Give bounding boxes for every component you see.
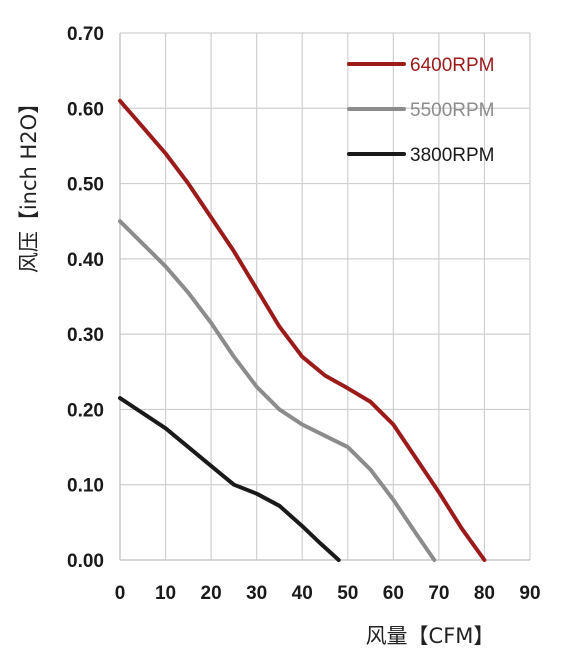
x-axis-title: 风量【CFM】 bbox=[366, 624, 495, 648]
y-tick-label: 0.70 bbox=[67, 24, 104, 45]
series-line-5500rpm bbox=[118, 219, 437, 562]
legend-label-6400rpm: 6400RPM bbox=[410, 55, 495, 76]
x-tick-label: 0 bbox=[115, 583, 126, 604]
y-axis-title: 风压【inch H2O】 bbox=[17, 93, 41, 273]
legend-label-5500rpm: 5500RPM bbox=[410, 100, 495, 121]
y-tick-label: 0.10 bbox=[67, 476, 104, 497]
plot-series bbox=[118, 98, 487, 562]
x-tick-label: 20 bbox=[201, 583, 222, 604]
y-tick-label: 0.40 bbox=[67, 250, 104, 271]
series-line-3800rpm bbox=[118, 396, 341, 562]
y-tick-label: 0.30 bbox=[67, 325, 104, 346]
y-tick-label: 0.20 bbox=[67, 400, 104, 421]
y-tick-label: 0.60 bbox=[67, 99, 104, 120]
legend: 6400RPM 5500RPM 3800RPM bbox=[347, 55, 495, 166]
x-tick-label: 60 bbox=[383, 583, 404, 604]
legend-label-3800rpm: 3800RPM bbox=[410, 145, 495, 166]
y-tick-label: 0.00 bbox=[67, 551, 104, 572]
x-tick-label: 10 bbox=[155, 583, 176, 604]
x-tick-label: 70 bbox=[428, 583, 449, 604]
x-tick-label: 40 bbox=[292, 583, 313, 604]
grid bbox=[120, 32, 531, 560]
y-tick-label: 0.50 bbox=[67, 175, 104, 196]
x-tick-label: 50 bbox=[337, 583, 358, 604]
axes: 0 10 20 30 40 50 60 70 80 90 0.00 0.10 0.20 0.30 0.40 0… bbox=[67, 24, 541, 604]
x-tick-label: 30 bbox=[246, 583, 267, 604]
x-tick-label: 90 bbox=[519, 583, 540, 604]
series-line-6400rpm bbox=[118, 98, 487, 562]
x-tick-label: 80 bbox=[474, 583, 495, 604]
